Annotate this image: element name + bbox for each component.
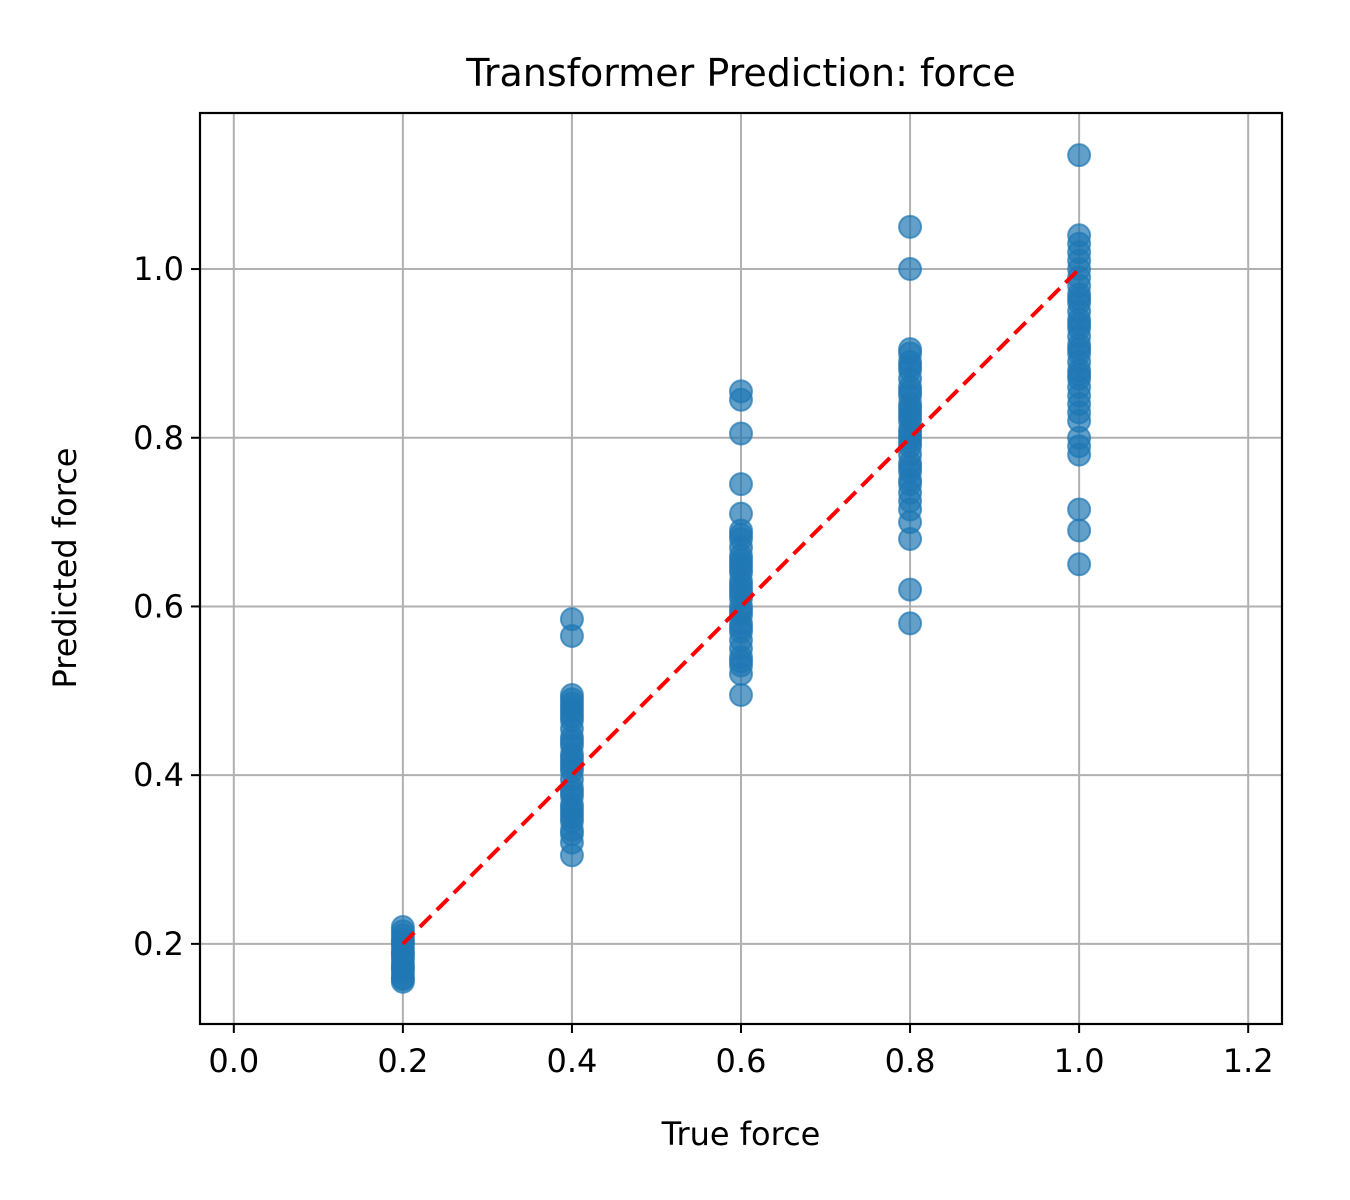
x-axis-label: True force <box>661 1115 821 1153</box>
scatter-point <box>898 257 923 282</box>
scatter-point <box>898 214 923 239</box>
x-tick-label: 0.0 <box>208 1042 259 1080</box>
reference-line-group <box>401 267 1081 946</box>
reference-line <box>401 267 1081 946</box>
y-tick-label: 1.0 <box>133 250 184 288</box>
scatter-point <box>898 354 923 379</box>
scatter-point <box>729 522 753 547</box>
scatter-points <box>390 143 1092 994</box>
scatter-point <box>1067 286 1092 311</box>
scatter-point <box>559 607 584 632</box>
x-tick-label: 0.4 <box>546 1042 597 1080</box>
chart-title: Transformer Prediction: force <box>465 51 1015 95</box>
scatter-point <box>559 796 584 821</box>
y-tick-label: 0.6 <box>133 587 184 625</box>
scatter-point <box>1067 143 1092 168</box>
scatter-point <box>1067 552 1092 577</box>
scatter-point <box>729 379 753 404</box>
x-tick-label: 0.8 <box>885 1042 936 1080</box>
y-tick-label: 0.8 <box>133 419 184 457</box>
scatter-point <box>559 683 584 708</box>
x-tick-label: 1.2 <box>1223 1042 1274 1080</box>
scatter-point <box>729 421 753 446</box>
scatter-point <box>1067 497 1092 522</box>
scatter-point <box>559 746 584 771</box>
y-axis-label: Predicted force <box>46 448 84 689</box>
scatter-point <box>1067 518 1092 543</box>
scatter-point <box>1067 311 1092 336</box>
scatter-point <box>729 501 753 526</box>
scatter-point <box>898 396 923 421</box>
y-tick-label: 0.4 <box>133 756 184 794</box>
scatter-point <box>1067 223 1092 248</box>
y-tick-label: 0.2 <box>133 925 184 963</box>
scatter-point <box>1067 337 1092 362</box>
plot-frame <box>198 111 1284 1026</box>
scatter-point <box>898 472 923 497</box>
x-tick-label: 0.6 <box>716 1042 767 1080</box>
scatter-point <box>898 421 923 446</box>
scatter-point <box>898 577 923 602</box>
scatter-point <box>729 556 753 581</box>
scatter-point <box>1067 362 1092 387</box>
axis-ticks: 0.0 0.2 0.4 0.6 0.8 1.0 1.2 0.2 0.4 0.6 0.8 1.0 <box>133 250 1274 1080</box>
scatter-point <box>729 472 753 497</box>
x-tick-label: 1.0 <box>1054 1042 1105 1080</box>
scatter-point <box>559 822 584 847</box>
scatter-point <box>729 649 753 674</box>
scatter-point <box>729 683 753 708</box>
x-tick-label: 0.2 <box>377 1042 428 1080</box>
scatter-point <box>898 611 923 636</box>
scatter-point <box>729 598 753 623</box>
